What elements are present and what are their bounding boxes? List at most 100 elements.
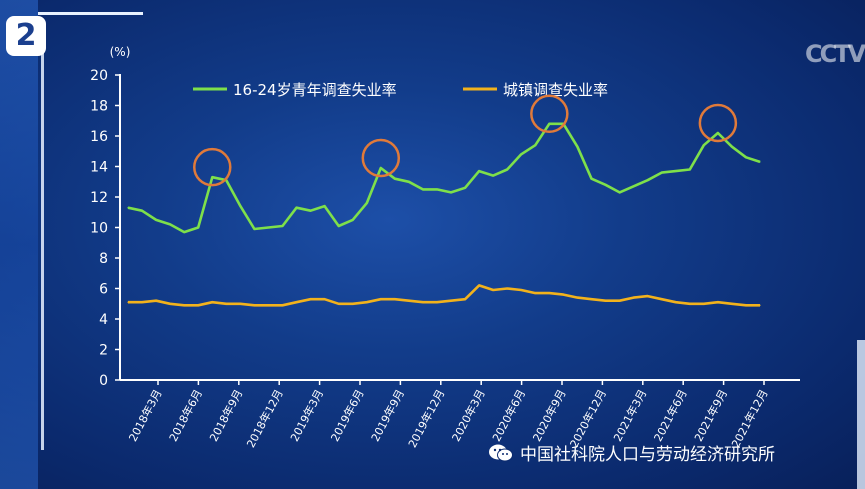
x-tick-label: 2021年6月: [651, 387, 690, 444]
data-point: [267, 226, 270, 229]
x-tick-label: 2018年6月: [166, 387, 205, 444]
frame-vertical-line: [41, 30, 44, 450]
y-tick-label: 20: [90, 68, 108, 84]
data-point: [394, 178, 396, 180]
data-point: [366, 301, 368, 303]
data-point: [590, 178, 593, 180]
data-point: [633, 297, 635, 299]
x-tick-label: 2018年3月: [126, 387, 165, 444]
x-tick-label: 2019年9月: [368, 387, 407, 444]
data-point: [689, 168, 691, 171]
data-point: [141, 210, 143, 212]
data-point: [661, 298, 663, 300]
data-point: [520, 289, 522, 291]
data-point: [492, 289, 494, 291]
peak-highlights: [193, 94, 738, 187]
y-tick-label: 2: [99, 343, 108, 359]
data-point: [548, 292, 550, 294]
wechat-icon: [488, 443, 514, 463]
data-point: [647, 295, 649, 297]
data-point: [394, 298, 396, 300]
data-point: [352, 219, 354, 221]
data-point: [464, 298, 466, 300]
x-tick-label: 2018年9月: [206, 387, 245, 444]
data-point: [141, 301, 143, 303]
data-point: [352, 303, 354, 305]
data-point: [436, 188, 438, 190]
data-point: [380, 298, 382, 300]
data-point: [759, 161, 761, 163]
data-point: [183, 304, 185, 306]
data-point: [703, 144, 705, 146]
data-point: [492, 175, 494, 177]
data-point: [295, 207, 298, 209]
data-point: [450, 300, 452, 302]
data-point: [127, 301, 129, 303]
data-point: [309, 298, 312, 300]
data-point: [408, 300, 410, 302]
data-point: [324, 298, 326, 300]
number-badge: 2: [6, 16, 46, 56]
data-point: [689, 303, 691, 305]
x-tick-label: 2020年3月: [449, 387, 488, 444]
x-tick-label: 2019年12月: [405, 387, 447, 450]
chart-legend: 16-24岁青年调查失业率 城镇调查失业率: [193, 81, 608, 99]
chart-axes: [119, 74, 800, 381]
series-lines: [127, 122, 761, 307]
y-tick-label: 10: [90, 221, 108, 237]
data-point: [253, 304, 255, 306]
data-point: [324, 205, 326, 207]
peak-circle: [361, 138, 401, 178]
data-point: [225, 303, 227, 305]
data-point: [338, 303, 340, 305]
y-tick-label: 12: [90, 190, 108, 206]
data-point: [281, 304, 284, 306]
data-point: [422, 301, 424, 303]
data-point: [506, 287, 508, 290]
data-point: [731, 146, 733, 148]
data-point: [338, 225, 340, 227]
x-tick-label: 2021年3月: [610, 387, 649, 444]
data-point: [197, 226, 199, 229]
youth-unemployment-line: [127, 122, 761, 234]
data-point: [647, 179, 649, 181]
data-point: [506, 168, 508, 171]
x-tick-label: 2020年6月: [489, 387, 528, 444]
data-point: [253, 228, 255, 230]
y-tick-labels: 0 2 4 6 8 10 12 14 16 18 20(%): [90, 45, 130, 389]
watermark: 中国社科院人口与劳动经济研究所: [488, 440, 775, 465]
data-point: [183, 231, 185, 233]
data-point: [281, 225, 284, 227]
data-point: [450, 191, 452, 194]
data-point: [169, 223, 171, 226]
data-point: [633, 185, 635, 187]
data-point: [604, 300, 607, 302]
data-point: [590, 298, 593, 300]
data-point: [731, 303, 733, 305]
data-point: [436, 301, 438, 303]
data-point: [717, 132, 719, 134]
x-tick-label: 2019年3月: [287, 387, 326, 444]
cctv-logo-icon: CCTV: [805, 40, 865, 68]
frame-top-line: [38, 12, 143, 15]
data-point: [422, 188, 424, 190]
data-point: [239, 205, 241, 207]
data-point: [548, 123, 550, 125]
data-point: [618, 191, 621, 194]
legend-label: 16-24岁青年调查失业率: [233, 81, 397, 99]
data-point: [520, 153, 522, 155]
data-point: [211, 176, 213, 178]
data-point: [197, 304, 199, 306]
urban-unemployment-line: [128, 284, 760, 307]
peak-circle: [193, 147, 232, 187]
data-point: [534, 292, 536, 294]
watermark-text: 中国社科院人口与劳动经济研究所: [520, 445, 775, 465]
data-point: [576, 297, 579, 299]
right-edge-line: [857, 340, 865, 489]
data-point: [211, 301, 213, 303]
y-tick-label: 18: [90, 99, 108, 115]
data-point: [576, 146, 579, 148]
data-point: [155, 300, 157, 302]
